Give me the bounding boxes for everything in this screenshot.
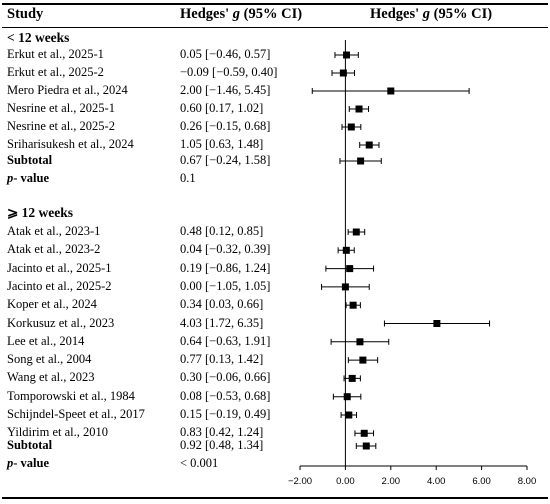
- point-marker: [387, 88, 394, 95]
- point-marker: [345, 412, 352, 419]
- point-marker: [344, 393, 351, 400]
- point-marker: [349, 375, 356, 382]
- point-marker: [343, 52, 350, 59]
- x-tick-label: 6.00: [472, 476, 491, 487]
- point-marker: [343, 247, 350, 254]
- point-marker: [353, 229, 360, 236]
- x-tick-label: 8.00: [518, 476, 537, 487]
- bottom-rule: [2, 497, 548, 499]
- point-marker: [356, 106, 363, 113]
- x-tick-label: 0.00: [336, 476, 355, 487]
- point-marker: [433, 320, 440, 327]
- point-marker: [359, 357, 366, 364]
- x-tick-label: 4.00: [427, 476, 446, 487]
- subtotal-point-marker: [357, 158, 364, 165]
- point-marker: [356, 338, 363, 345]
- point-marker: [346, 265, 353, 272]
- point-marker: [348, 124, 355, 131]
- point-marker: [366, 142, 373, 149]
- subtotal-point-marker: [363, 443, 370, 450]
- point-marker: [350, 302, 357, 309]
- point-marker: [361, 430, 368, 437]
- x-tick-label: 2.00: [382, 476, 401, 487]
- x-tick-label: −2.00: [288, 476, 312, 487]
